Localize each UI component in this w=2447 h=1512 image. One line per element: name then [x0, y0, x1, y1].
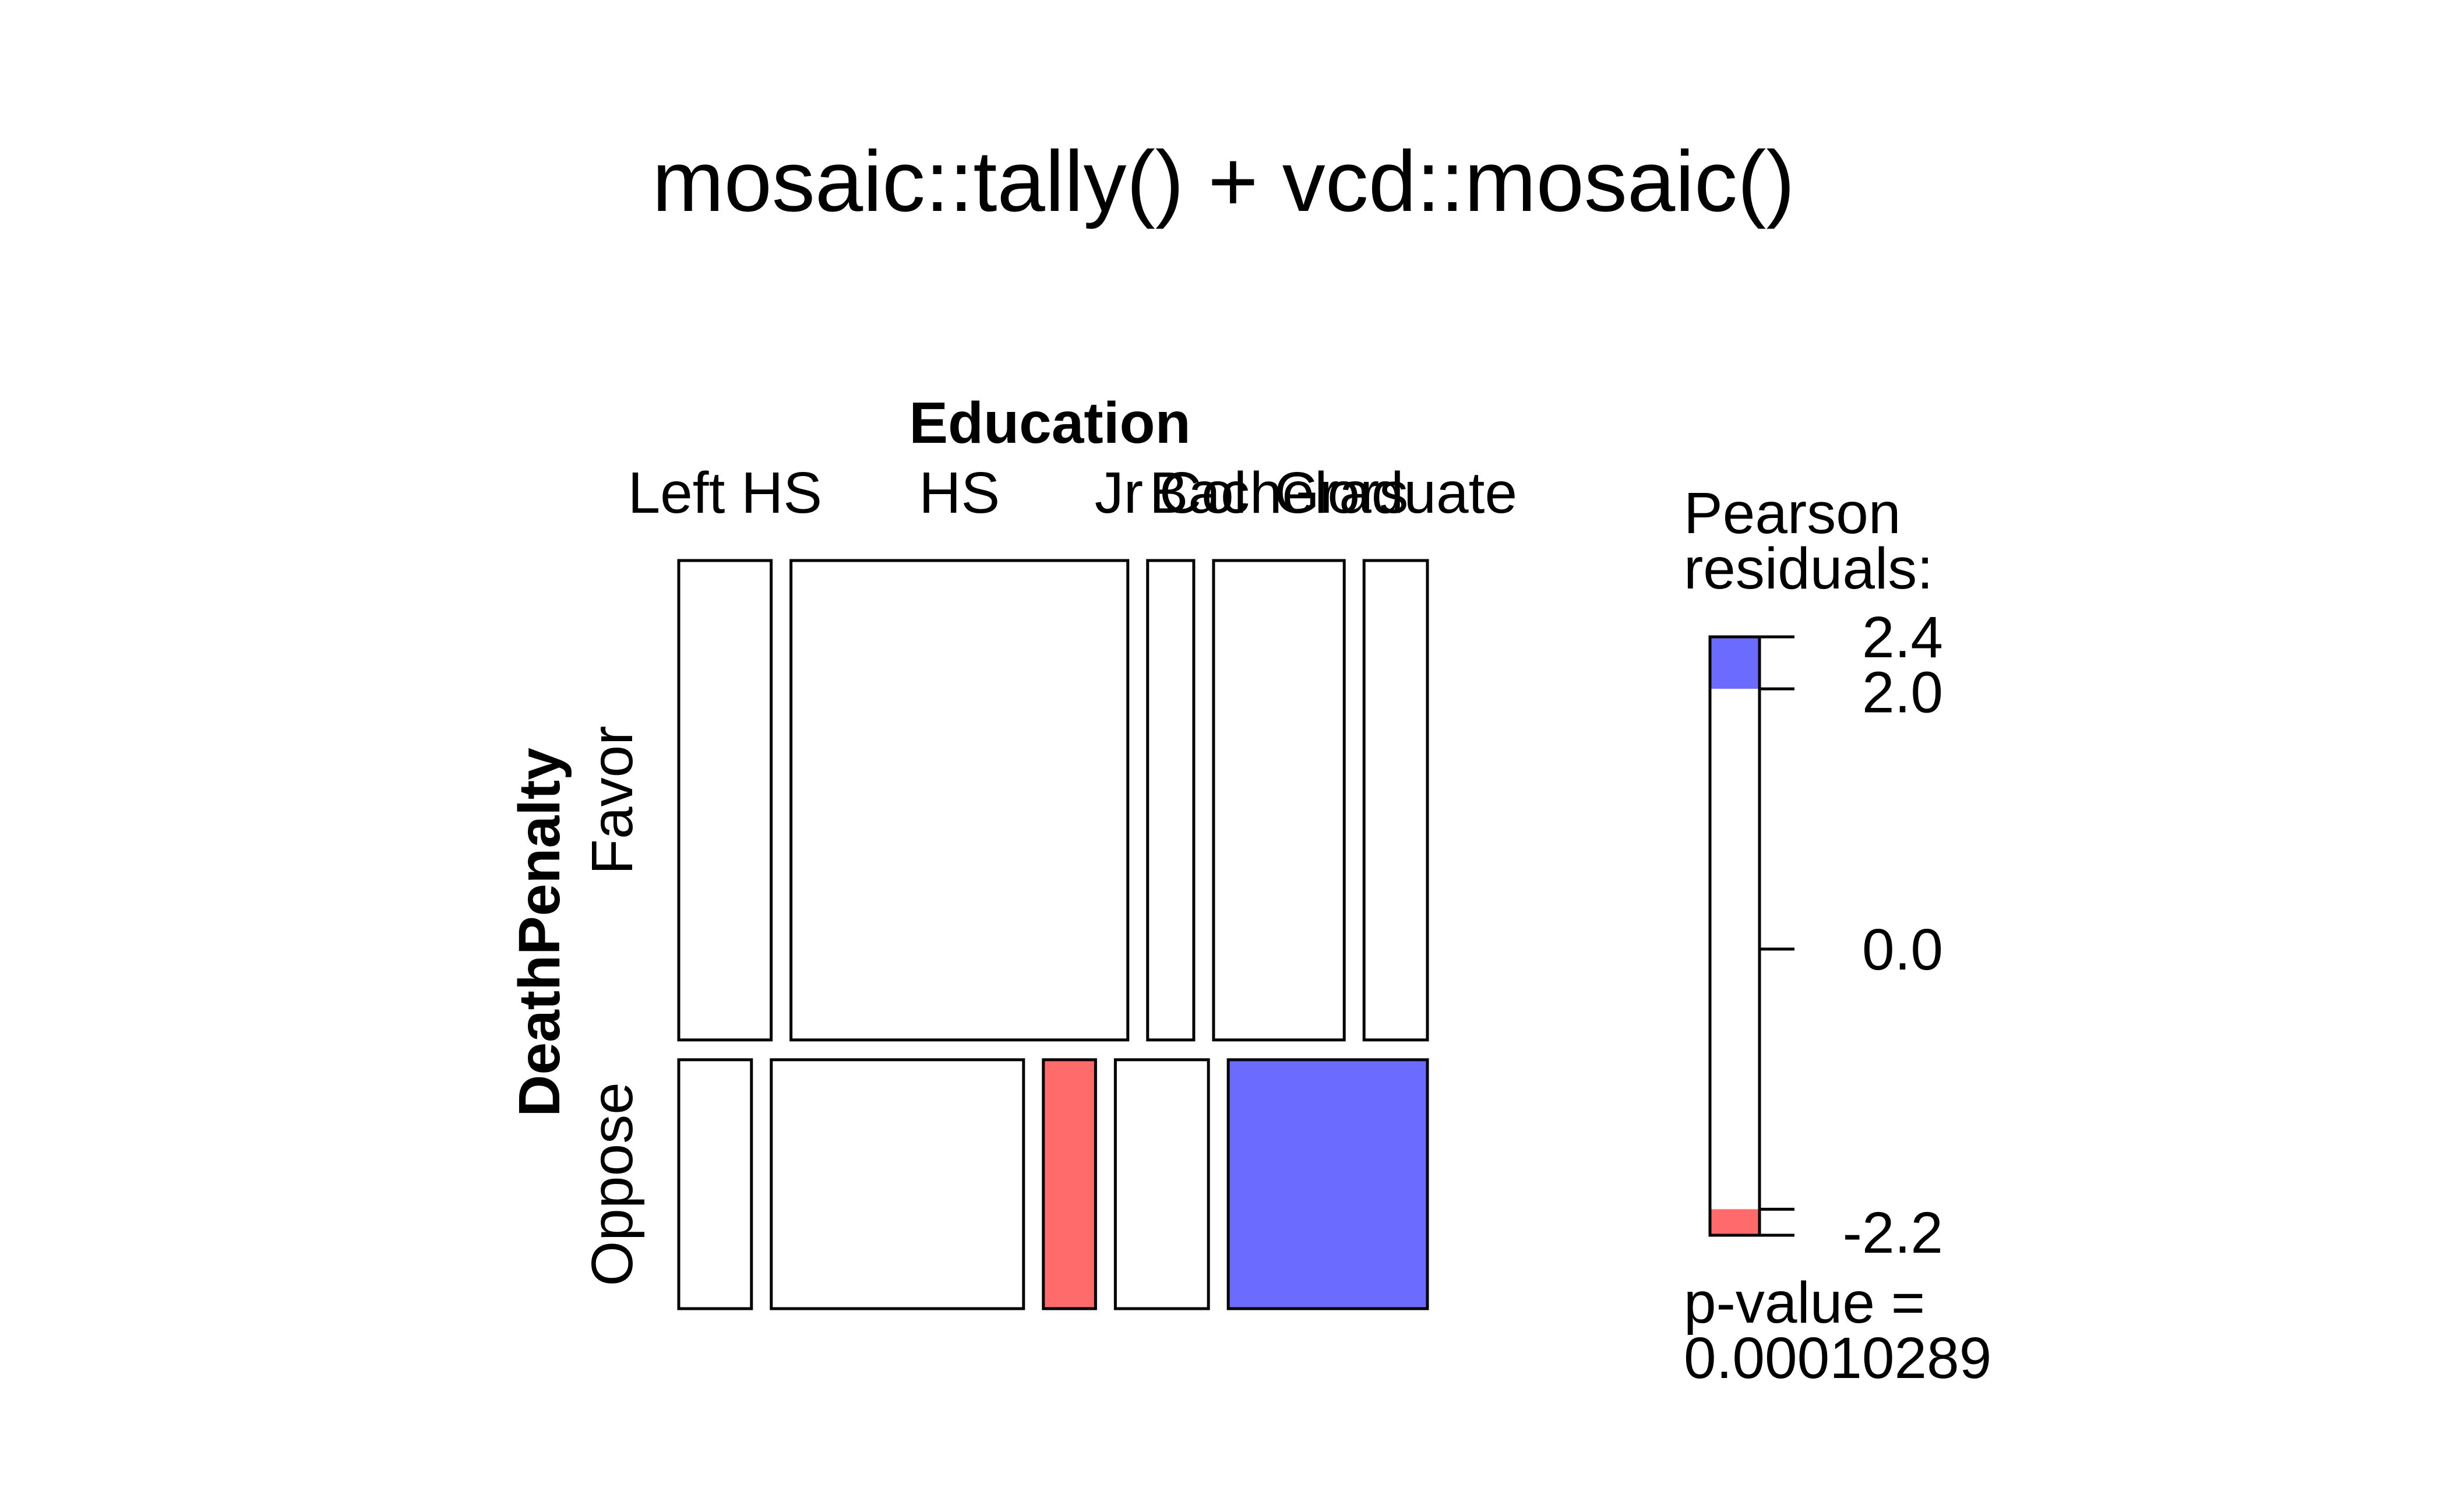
p-value-label: p-value =	[1684, 1270, 1925, 1335]
residual-legend: Pearson residuals: 2.42.0 0.0 -2.2	[1684, 481, 1943, 1266]
tile-oppose-jr-col	[1042, 1058, 1097, 1310]
tile-favor-bachelors	[1212, 559, 1346, 1042]
legend-title-line1: Pearson	[1684, 481, 1901, 546]
row-level-labels: Favor Oppose	[580, 726, 645, 1287]
tile-oppose-left-hs	[677, 1058, 753, 1310]
legend-title-line2: residuals:	[1684, 536, 1933, 601]
legend-positive-band	[1710, 637, 1760, 689]
mosaic-tiles	[677, 559, 1429, 1310]
legend-neutral-band	[1710, 689, 1760, 1210]
legend-bar-outline	[1708, 635, 1761, 1237]
tile-favor-hs	[789, 559, 1130, 1042]
row-variable-label: DeathPenalty	[507, 748, 572, 1117]
legend-tick-label: 2.4	[1862, 605, 1943, 670]
tile-favor-graduate	[1362, 559, 1429, 1042]
tile-favor-jr-col	[1146, 559, 1196, 1042]
tile-favor-left-hs	[677, 559, 773, 1042]
column-label-bachelors: Bachelors	[1150, 460, 1409, 526]
tile-oppose-graduate	[1226, 1058, 1429, 1310]
legend-tick-label: 2.0	[1862, 660, 1943, 725]
column-label-jr-col: Jr Col	[1095, 460, 1247, 526]
legend-ticks: 2.42.0 0.0 -2.2	[1760, 605, 1943, 1266]
p-value-number: 0.00010289	[1684, 1326, 1991, 1391]
column-variable-label: Education	[909, 390, 1190, 456]
legend-tick-label: 0.0	[1862, 917, 1943, 982]
legend-color-bar	[1708, 635, 1761, 1237]
column-label-graduate: Graduate	[1274, 460, 1517, 526]
tile-oppose-hs	[770, 1058, 1025, 1310]
column-label-left-hs: Left HS	[628, 460, 823, 526]
column-label-hs: HS	[919, 460, 1000, 526]
chart-title: mosaic::tally() + vcd::mosaic()	[652, 133, 1794, 230]
row-label-oppose: Oppose	[580, 1082, 645, 1286]
row-label-favor: Favor	[580, 726, 645, 875]
tile-oppose-bachelors	[1113, 1058, 1210, 1310]
legend-negative-band	[1710, 1209, 1760, 1235]
legend-tick-label: -2.2	[1843, 1200, 1943, 1266]
